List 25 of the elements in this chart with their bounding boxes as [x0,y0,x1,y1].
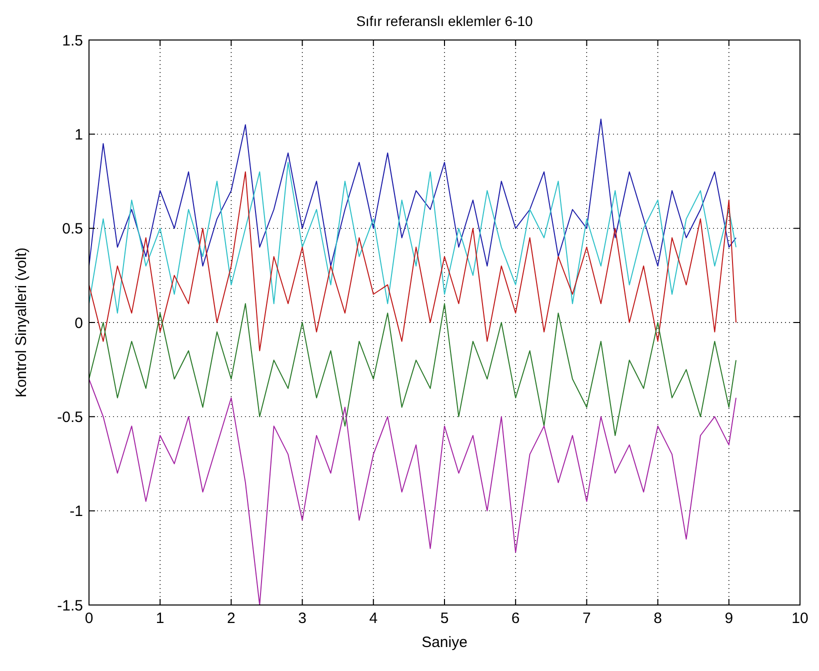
y-tick-label: -1 [70,503,83,520]
y-tick-label: 1 [74,126,83,144]
x-tick-label: 4 [369,610,378,627]
y-tick-label: 0 [74,314,83,332]
y-tick-label: -1.5 [57,597,83,614]
x-axis-title: Saniye [422,634,468,651]
x-tick-label: 8 [654,610,662,627]
y-tick-label: 1.5 [62,32,83,50]
x-tick-label: 7 [582,610,591,627]
x-tick-label: 10 [792,610,808,627]
x-tick-label: 2 [227,610,236,627]
x-tick-label: 9 [724,610,734,627]
y-axis-title: Kontrol Sinyalleri (volt) [13,247,30,398]
chart-title: Sıfır referanslı eklemler 6-10 [356,13,534,29]
x-tick-label: 3 [298,610,306,627]
line-series [89,378,737,605]
x-tick-label: 6 [511,610,520,627]
line-series [89,162,737,314]
y-tick-label: -0.5 [57,408,83,426]
x-tick-label: 5 [440,610,449,627]
line-series [89,118,737,266]
y-tick-label: 0.5 [62,220,83,238]
line-series [89,171,737,352]
x-tick-label: 1 [156,610,164,627]
line-series [89,303,737,436]
